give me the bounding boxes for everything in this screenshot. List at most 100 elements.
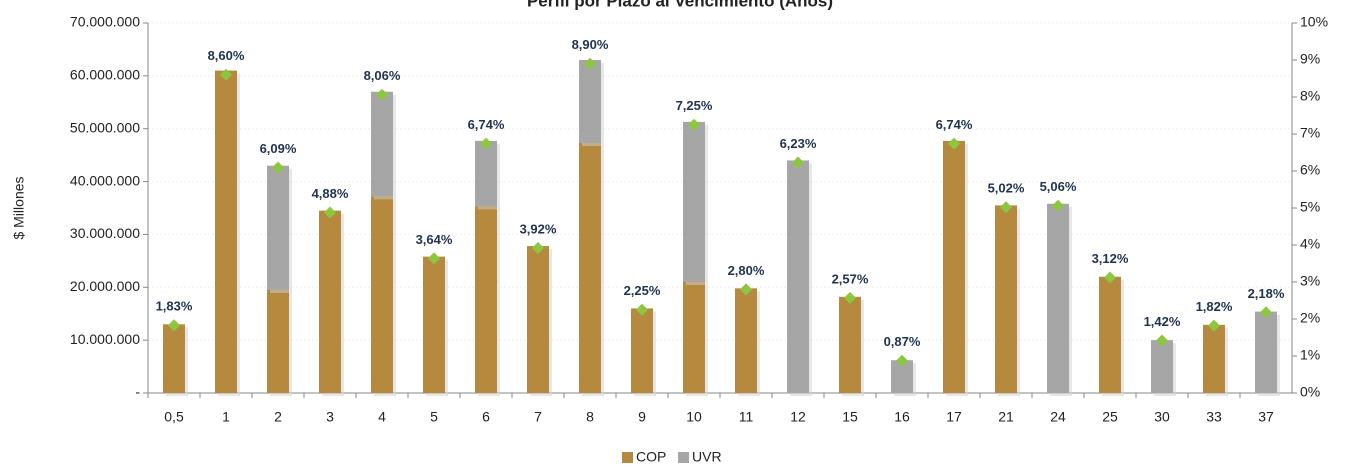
y-tick-label: 60.000.000 — [70, 67, 140, 83]
chart-title: Perfil por Plazo al Vencimiento (Años) — [527, 0, 833, 10]
x-tick-label: 6 — [482, 409, 490, 425]
data-label: 6,74% — [468, 117, 505, 132]
y2-tick-label: 5% — [1300, 199, 1320, 215]
data-label: 1,82% — [1196, 299, 1233, 314]
legend-swatch — [622, 452, 633, 463]
marker — [1260, 306, 1272, 319]
bar — [579, 142, 601, 393]
bar — [371, 91, 393, 197]
x-tick-label: 10 — [686, 409, 702, 425]
x-tick-label: 33 — [1206, 409, 1222, 425]
data-label: 6,23% — [780, 136, 817, 151]
data-label: 5,06% — [1040, 179, 1077, 194]
x-tick-label: 5 — [430, 409, 438, 425]
marker — [792, 156, 804, 169]
data-label: 8,06% — [364, 68, 401, 83]
x-tick-label: 30 — [1154, 409, 1170, 425]
x-tick-label: 0,5 — [164, 409, 184, 425]
x-tick-label: 37 — [1258, 409, 1274, 425]
y2-tick-label: 0% — [1300, 384, 1320, 400]
marker — [428, 252, 440, 265]
marker — [688, 118, 700, 131]
x-tick-label: 4 — [378, 409, 386, 425]
x-tick-label: 7 — [534, 409, 542, 425]
bar — [1099, 276, 1121, 393]
marker — [1208, 319, 1220, 332]
data-label: 7,25% — [676, 98, 713, 113]
x-tick-label: 24 — [1050, 409, 1066, 425]
data-label: 3,92% — [520, 221, 557, 236]
y2-tick-label: 3% — [1300, 273, 1320, 289]
bar — [683, 282, 705, 393]
y2-tick-label: 2% — [1300, 310, 1320, 326]
marker — [1000, 201, 1012, 214]
x-tick-label: 3 — [326, 409, 334, 425]
data-label: 2,25% — [624, 283, 661, 298]
data-label: 0,87% — [884, 334, 921, 349]
marker — [844, 291, 856, 304]
x-tick-label: 21 — [998, 409, 1014, 425]
marker — [896, 354, 908, 367]
data-label: 6,74% — [936, 117, 973, 132]
marker — [168, 319, 180, 332]
data-label: 8,90% — [572, 37, 609, 52]
marker — [1104, 271, 1116, 284]
x-tick-label: 2 — [274, 409, 282, 425]
marker — [740, 283, 752, 296]
x-tick-label: 15 — [842, 409, 858, 425]
y-tick-label: 20.000.000 — [70, 278, 140, 294]
marker — [220, 68, 232, 81]
x-tick-label: 1 — [222, 409, 230, 425]
marker — [1052, 199, 1064, 212]
bar — [475, 206, 497, 393]
marker — [636, 303, 648, 316]
y2-tick-label: 8% — [1300, 88, 1320, 104]
bar — [423, 256, 445, 393]
bar — [943, 140, 965, 393]
data-label: 2,80% — [728, 263, 765, 278]
data-label: 2,57% — [832, 271, 869, 286]
y-tick-label: 30.000.000 — [70, 225, 140, 241]
bar — [839, 296, 861, 393]
bar — [683, 121, 705, 282]
y-axis-title: $ Millones — [11, 176, 27, 239]
bar — [1255, 311, 1277, 393]
x-tick-label: 25 — [1102, 409, 1118, 425]
bar — [1151, 340, 1173, 393]
data-label: 3,64% — [416, 232, 453, 247]
bar — [995, 205, 1017, 393]
bar — [579, 60, 601, 143]
y2-tick-label: 1% — [1300, 347, 1320, 363]
marker — [324, 206, 336, 219]
bar — [735, 288, 757, 393]
bar — [527, 246, 549, 393]
y2-tick-label: 9% — [1300, 51, 1320, 67]
bar — [891, 360, 913, 393]
legend-label: COP — [636, 449, 666, 465]
x-tick-label: 9 — [638, 409, 646, 425]
marker — [584, 57, 596, 70]
y-tick-label: 50.000.000 — [70, 119, 140, 135]
data-label: 3,12% — [1092, 251, 1129, 266]
marker — [480, 137, 492, 150]
y2-tick-label: 4% — [1300, 236, 1320, 252]
bar — [319, 210, 341, 393]
bar — [215, 70, 237, 394]
x-tick-label: 16 — [894, 409, 910, 425]
bar — [475, 140, 497, 207]
data-label: 5,02% — [988, 181, 1025, 196]
x-tick-label: 11 — [739, 409, 754, 425]
y2-tick-label: 7% — [1300, 125, 1320, 141]
x-tick-label: 8 — [586, 409, 594, 425]
data-label: 8,60% — [208, 48, 245, 63]
bar — [631, 308, 653, 393]
bar — [787, 160, 809, 393]
legend-label: UVR — [692, 449, 722, 465]
legend-swatch — [678, 452, 689, 463]
bar — [1047, 203, 1069, 393]
bar — [163, 324, 185, 393]
marker — [532, 241, 544, 254]
x-tick-label: 17 — [946, 409, 962, 425]
data-label: 2,18% — [1248, 286, 1285, 301]
